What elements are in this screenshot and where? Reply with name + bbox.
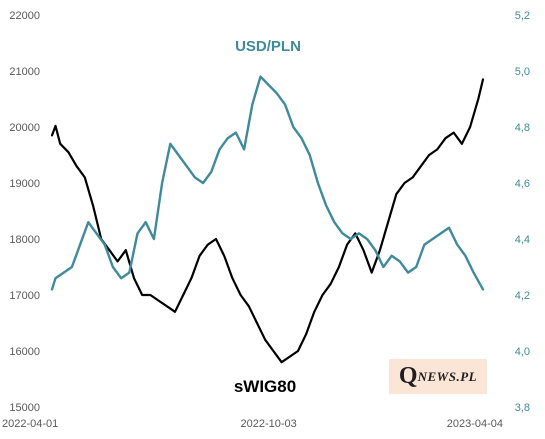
logo-text: NEWS.PL bbox=[417, 368, 478, 384]
left-tick-label: 20000 bbox=[9, 122, 40, 134]
swig80-line bbox=[50, 78, 485, 364]
right-tick-label: 4,0 bbox=[515, 346, 530, 358]
series-lines bbox=[50, 75, 485, 364]
left-tick-label: 22000 bbox=[9, 10, 40, 22]
logo-q-letter: Q bbox=[398, 363, 418, 389]
right-tick-label: 5,0 bbox=[515, 66, 530, 78]
left-tick-label: 15000 bbox=[9, 402, 40, 414]
right-tick-label: 5,2 bbox=[515, 10, 530, 22]
usdpln-line bbox=[50, 75, 485, 291]
qnews-logo: Q NEWS.PL bbox=[389, 359, 487, 394]
right-axis-ticks: 3,8 4,0 4,2 4,4 4,6 4,8 5,0 5,2 bbox=[515, 10, 530, 414]
right-tick-label: 4,4 bbox=[515, 234, 530, 246]
right-tick-label: 4,6 bbox=[515, 178, 530, 190]
left-axis-ticks: 15000 16000 17000 18000 19000 20000 21000 22000 bbox=[9, 10, 40, 414]
left-tick-label: 16000 bbox=[9, 346, 40, 358]
right-tick-label: 4,2 bbox=[515, 290, 530, 302]
swig80-label: sWIG80 bbox=[234, 377, 296, 396]
x-tick-label: 2022-10-03 bbox=[241, 418, 297, 430]
right-tick-label: 3,8 bbox=[515, 402, 530, 414]
left-tick-label: 21000 bbox=[9, 66, 40, 78]
x-tick-label: 2022-04-01 bbox=[2, 418, 58, 430]
left-tick-label: 18000 bbox=[9, 234, 40, 246]
usdpln-label: USD/PLN bbox=[235, 38, 301, 55]
left-tick-label: 19000 bbox=[9, 178, 40, 190]
x-axis-ticks: 2022-04-01 2022-10-03 2023-04-04 bbox=[2, 418, 503, 430]
left-tick-label: 17000 bbox=[9, 290, 40, 302]
x-tick-label: 2023-04-04 bbox=[447, 418, 503, 430]
right-tick-label: 4,8 bbox=[515, 122, 530, 134]
